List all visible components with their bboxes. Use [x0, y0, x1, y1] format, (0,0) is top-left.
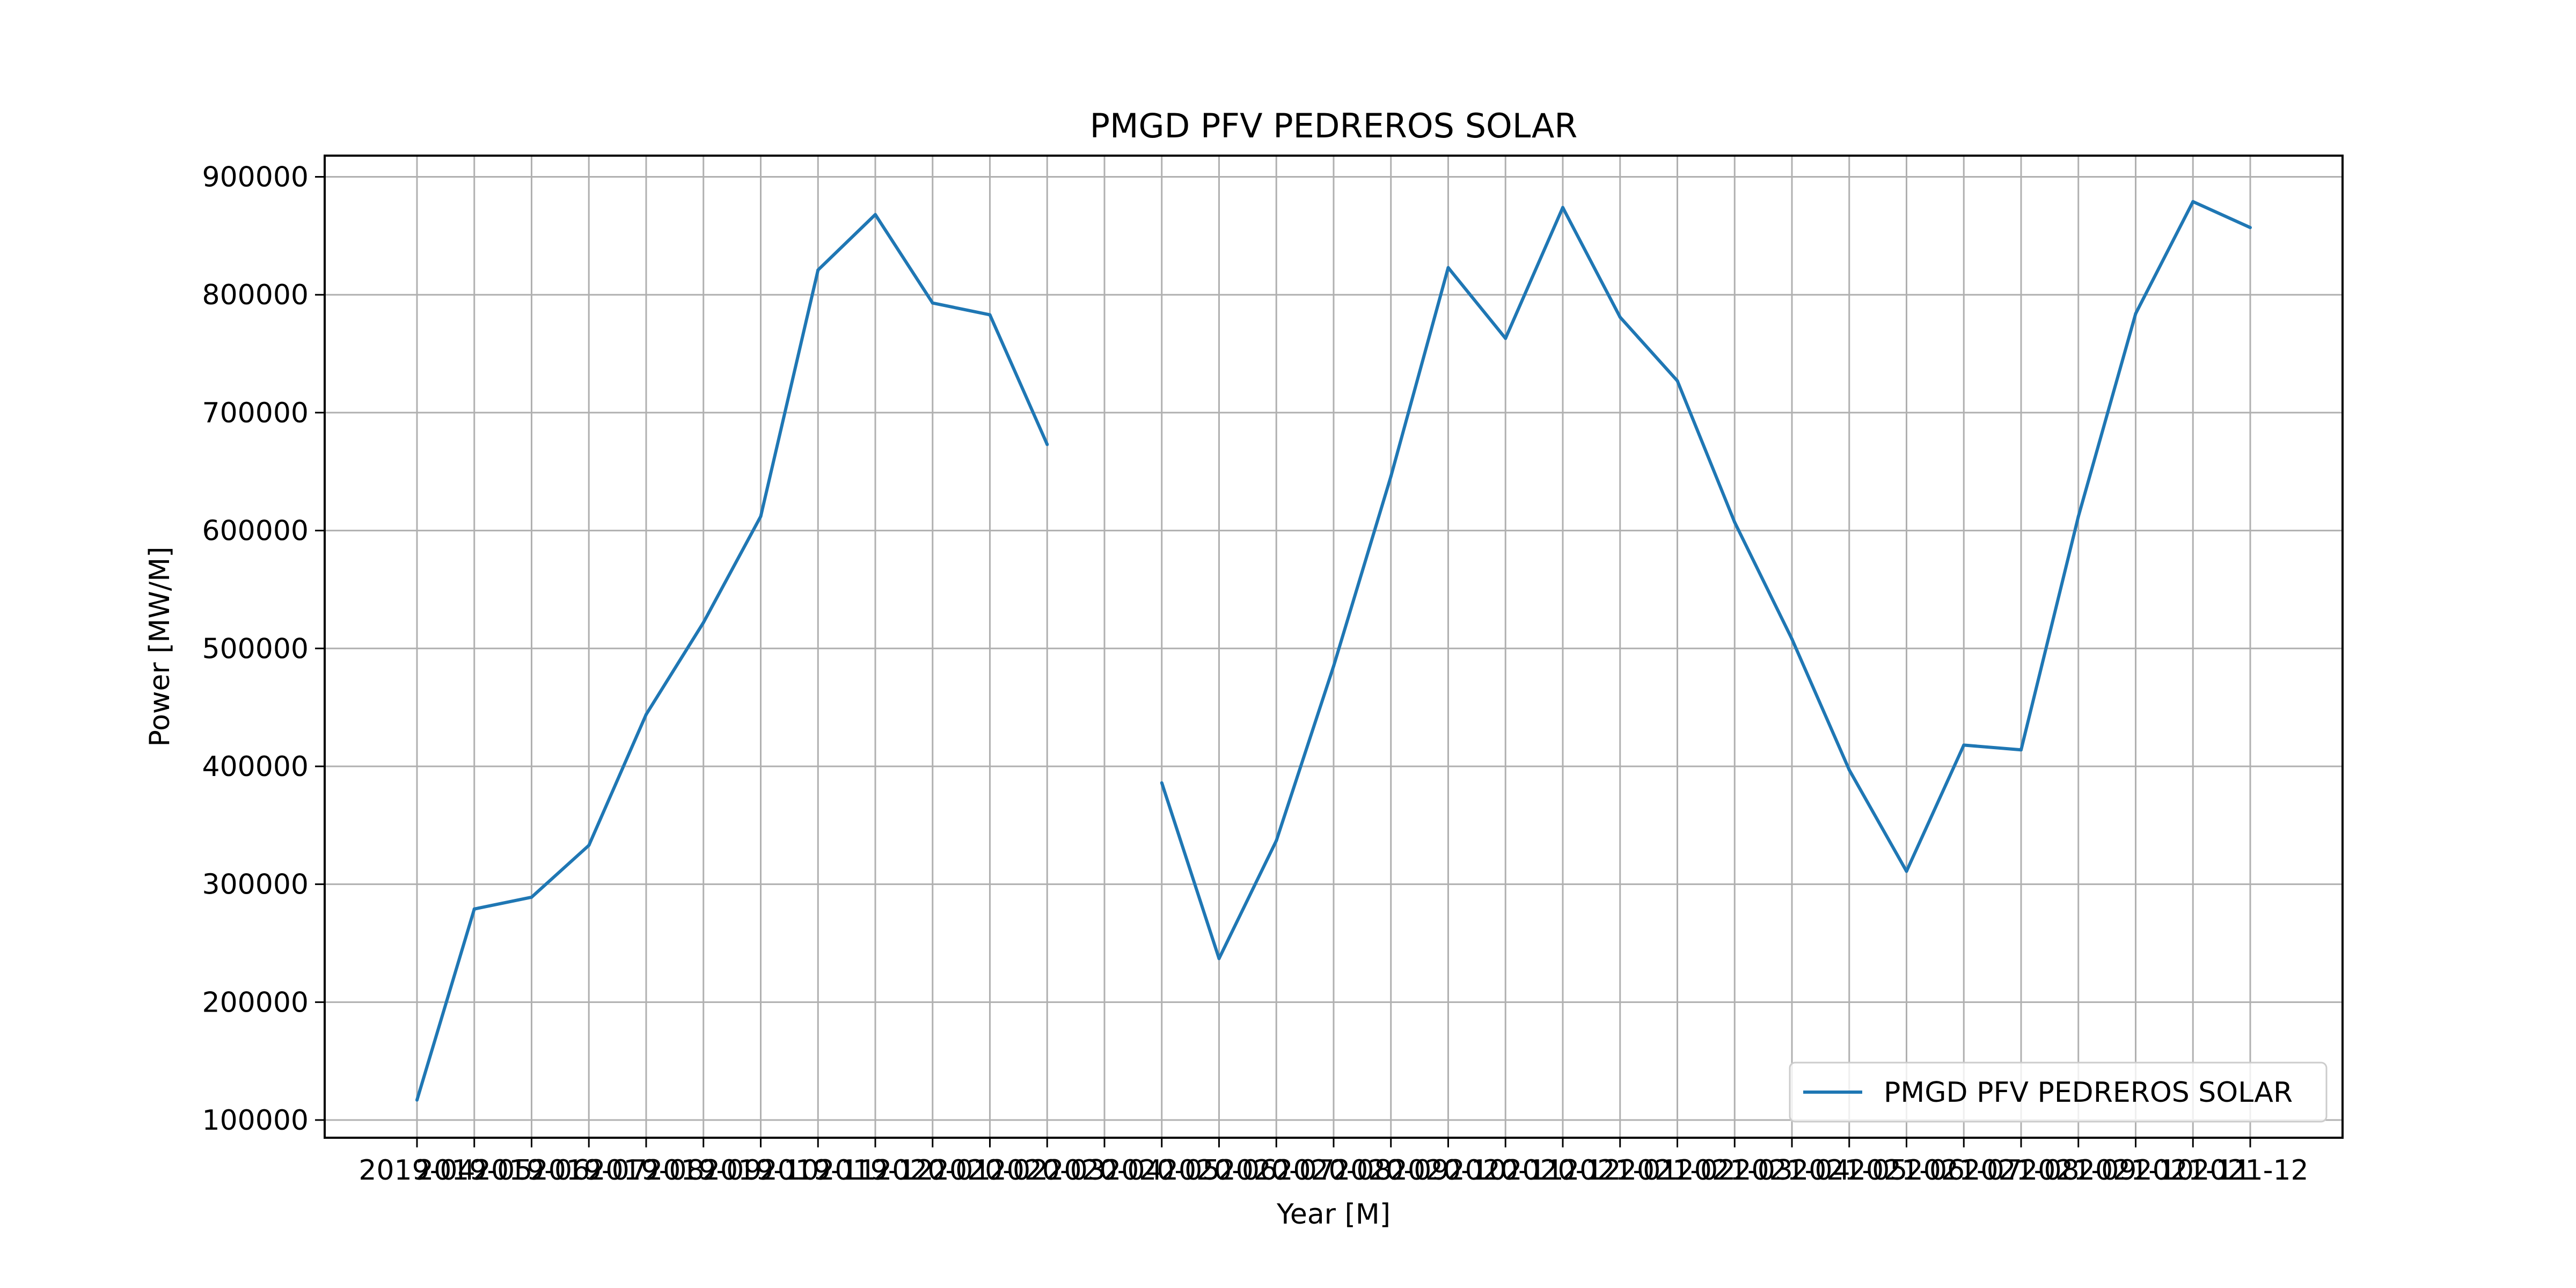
y-tick-label: 800000 [202, 279, 309, 311]
data-point [587, 844, 591, 847]
x-tick-label: 2021-12 [2192, 1154, 2308, 1187]
data-point [1905, 869, 1908, 873]
x-tick-label: 2020-03 [989, 1154, 1106, 1187]
grid [325, 156, 2343, 1138]
y-tick-label: 700000 [202, 397, 309, 429]
y-tick-label: 900000 [202, 162, 309, 194]
x-axis-label: Year [M] [1276, 1198, 1391, 1231]
x-tick-label: 2019-10 [702, 1154, 819, 1187]
data-point [1790, 637, 1794, 641]
x-tick-label: 2019-07 [531, 1154, 647, 1187]
x-tick-label: 2020-02 [932, 1154, 1048, 1187]
x-tick-label: 2021-02 [1619, 1154, 1736, 1187]
x-tick-label: 2019-08 [588, 1154, 704, 1187]
y-tick-label: 200000 [202, 986, 309, 1019]
x-tick-label: 2021-09 [2020, 1154, 2136, 1187]
data-point [415, 1098, 419, 1102]
data-point [1561, 206, 1564, 209]
data-point [1618, 315, 1622, 319]
x-tick-label: 2021-05 [1791, 1154, 1907, 1187]
x-tick-label: 2020-06 [1161, 1154, 1277, 1187]
data-point [816, 268, 820, 272]
data-point [472, 907, 476, 911]
data-point [1045, 443, 1049, 447]
legend-box [1789, 1062, 2328, 1123]
data-point [1160, 781, 1163, 785]
y-tick-label: 100000 [202, 1104, 309, 1137]
data-point [1504, 336, 1507, 340]
data-point [1847, 768, 1851, 772]
x-tick-label: 2020-07 [1218, 1154, 1335, 1187]
x-tick-label: 2019-05 [416, 1154, 532, 1187]
x-tick-label: 2019-11 [760, 1154, 876, 1187]
data-point [1389, 474, 1393, 478]
y-tick-label: 600000 [202, 515, 309, 547]
x-tick-label: 2020-08 [1275, 1154, 1392, 1187]
data-point [931, 301, 934, 305]
x-tick-label: 2020-01 [874, 1154, 991, 1187]
data-point [530, 895, 533, 899]
y-tick-label: 400000 [202, 751, 309, 783]
data-point [988, 313, 992, 317]
data-point [645, 713, 648, 716]
data-point [701, 620, 705, 624]
data-point [759, 515, 763, 518]
data-point [1962, 743, 1966, 747]
x-tick-label: 2021-04 [1733, 1154, 1850, 1187]
y-tick-label: 300000 [202, 869, 309, 901]
x-tick-label: 2021-10 [2077, 1154, 2194, 1187]
data-point [2019, 748, 2023, 752]
x-tick-label: 2021-07 [1906, 1154, 2022, 1187]
x-tick-label: 2020-05 [1103, 1154, 1220, 1187]
x-tick-label: 2020-12 [1504, 1154, 1621, 1187]
data-point [2249, 226, 2252, 230]
data-point [1332, 664, 1335, 668]
data-point [1733, 521, 1737, 524]
series-line [415, 213, 1049, 1101]
data-point [1275, 839, 1278, 843]
x-tick-label: 2019-12 [817, 1154, 933, 1187]
data-point [1446, 266, 1450, 269]
x-tick-label: 2019-09 [645, 1154, 762, 1187]
x-axis-ticks: 2019-042019-052019-062019-072019-082019-… [358, 1138, 2309, 1187]
data-point [874, 213, 877, 216]
data-point [1675, 379, 1679, 383]
data-point [2191, 200, 2195, 203]
x-tick-label: 2021-03 [1677, 1154, 1793, 1187]
legend-entry: PMGD PFV PEDREROS SOLAR [1884, 1077, 2293, 1109]
x-tick-label: 2021-01 [1562, 1154, 1678, 1187]
y-axis-ticks: 100000 200000 300000 400000 500000 600000 7000… [202, 162, 325, 1137]
x-tick-label: 2020-10 [1390, 1154, 1506, 1187]
x-tick-label: 2021-06 [1848, 1154, 1965, 1187]
x-tick-label: 2020-09 [1333, 1154, 1449, 1187]
data-point [1217, 957, 1221, 961]
x-tick-label: 2019-04 [358, 1154, 475, 1187]
chart-title: PMGD PFV PEDREROS SOLAR [1090, 106, 1578, 145]
x-tick-label: 2021-08 [1963, 1154, 2079, 1187]
series-layer [415, 200, 2252, 1102]
y-tick-label: 500000 [202, 633, 309, 665]
x-tick-label: 2021-11 [2135, 1154, 2251, 1187]
series-line [1160, 200, 2251, 961]
data-point [2076, 515, 2080, 518]
legend: PMGD PFV PEDREROS SOLAR [1789, 1062, 2328, 1123]
x-tick-label: 2020-04 [1046, 1154, 1162, 1187]
data-point [2134, 312, 2138, 316]
y-axis-label: Power [MW/M] [144, 547, 176, 747]
x-tick-label: 2019-06 [473, 1154, 590, 1187]
x-tick-label: 2020-11 [1447, 1154, 1564, 1187]
